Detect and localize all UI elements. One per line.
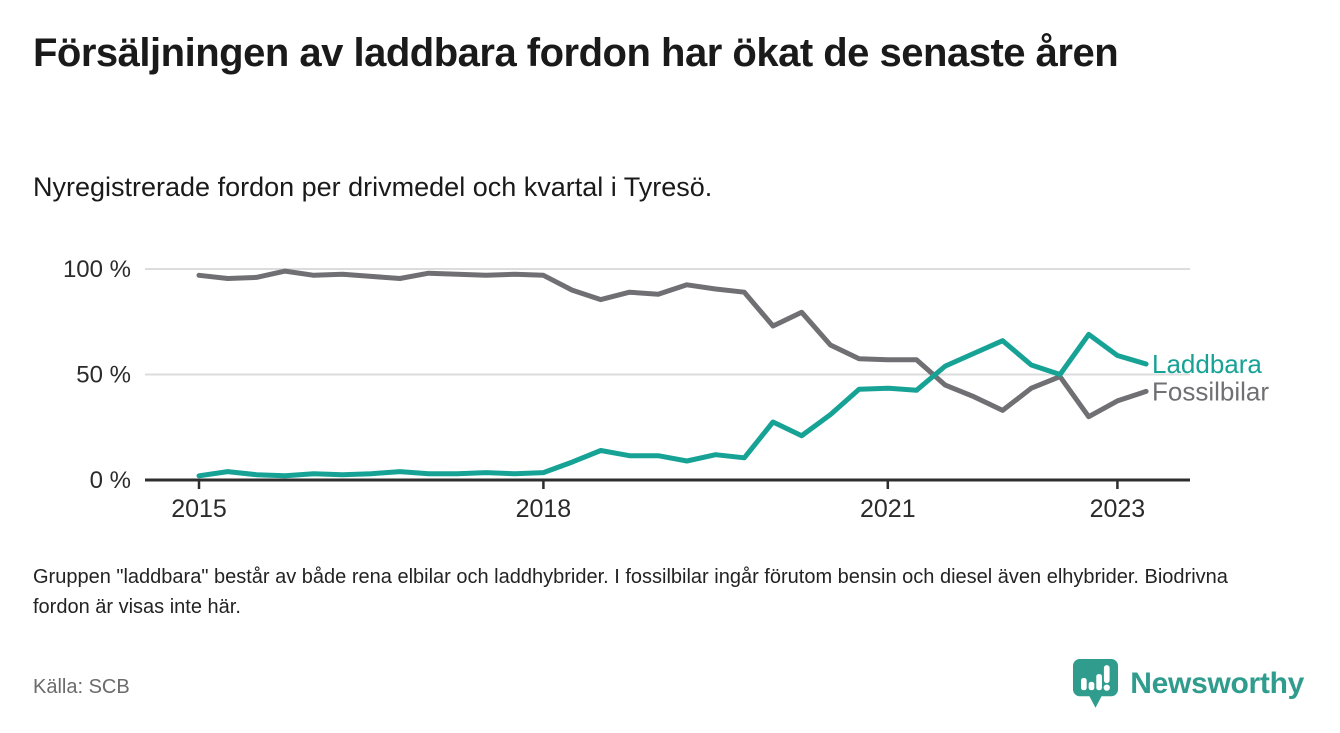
legend-label-laddbara: Laddbara xyxy=(1152,349,1262,379)
y-axis-tick-label: 0 % xyxy=(90,467,131,494)
line-chart: 0 % 50 % 100 % 2015 2018 2021 2023 Fossilbilar L… xyxy=(0,240,1340,550)
y-axis-tick-label: 100 % xyxy=(63,256,131,283)
chart-title: Försäljningen av laddbara fordon har öka… xyxy=(33,31,1119,75)
chart-subtitle: Nyregistrerade fordon per drivmedel och … xyxy=(33,172,713,202)
logo-bar-chart-glyph xyxy=(1081,665,1111,691)
x-axis-tick-label: 2015 xyxy=(171,495,227,523)
chart-footnote: Gruppen "laddbara" består av både rena e… xyxy=(33,566,1228,618)
x-axis-tick-label: 2023 xyxy=(1090,495,1146,523)
source-label: Källa: SCB xyxy=(33,676,130,698)
series-line-laddbara xyxy=(196,331,1149,479)
newsworthy-logo-icon xyxy=(1073,659,1119,708)
series-line-fossilbilar xyxy=(196,268,1149,420)
legend-label-fossilbilar: Fossilbilar xyxy=(1152,376,1269,406)
line-chart-canvas: 0 % 50 % 100 % 2015 2018 2021 2023 FossilbilarL… xyxy=(63,256,1269,523)
y-axis-tick-label: 50 % xyxy=(76,362,131,389)
newsworthy-logo: Newsworthy xyxy=(1072,658,1304,709)
newsworthy-logo-text: Newsworthy xyxy=(1130,666,1304,700)
x-axis-tick-label: 2021 xyxy=(860,495,916,523)
x-axis-tick-label: 2018 xyxy=(516,495,572,523)
